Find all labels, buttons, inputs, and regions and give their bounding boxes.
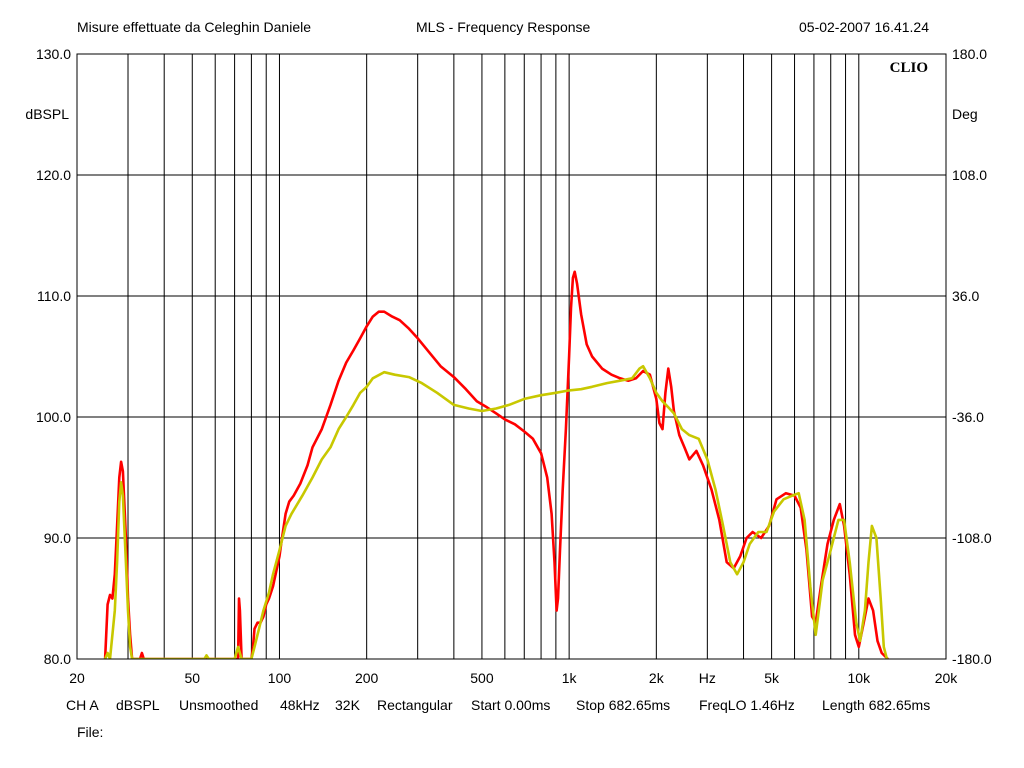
footer-size: 32K <box>335 697 360 713</box>
chart-title: MLS - Frequency Response <box>416 19 591 35</box>
footer-samplerate: 48kHz <box>280 697 320 713</box>
series-line-2 <box>103 364 889 659</box>
x-tick-label: 200 <box>355 670 379 686</box>
footer-freqlo: FreqLO 1.46Hz <box>699 697 795 713</box>
chart-grid <box>77 54 946 659</box>
plot-frame <box>76 53 947 660</box>
x-tick-label: 20 <box>69 670 85 686</box>
x-axis-label: Hz <box>699 670 716 686</box>
chart-series <box>103 270 889 659</box>
clio-logo: CLIO <box>890 60 928 76</box>
x-tick-label: 2k <box>649 670 665 686</box>
x-tick-label: 5k <box>764 670 780 686</box>
footer-channel: CH A <box>66 697 99 713</box>
footer-start: Start 0.00ms <box>471 697 551 713</box>
series-line-1 <box>103 270 889 659</box>
y2-axis-label: Deg <box>952 106 978 122</box>
y-tick-label: 100.0 <box>36 409 71 425</box>
y-tick-label: 90.0 <box>44 530 71 546</box>
x-tick-label: 1k <box>562 670 578 686</box>
x-tick-label: 500 <box>470 670 494 686</box>
y2-tick-label: -180.0 <box>952 651 992 667</box>
footer-file-label: File: <box>77 724 104 740</box>
y2-tick-label: -36.0 <box>952 409 984 425</box>
y2-tick-label: 108.0 <box>952 167 987 183</box>
footer-smoothing: Unsmoothed <box>179 697 259 713</box>
footer-unit: dBSPL <box>116 697 160 713</box>
y-tick-label: 130.0 <box>36 46 71 62</box>
x-tick-label: 10k <box>848 670 872 686</box>
y-tick-label: 80.0 <box>44 651 71 667</box>
x-tick-label: 100 <box>268 670 292 686</box>
y-tick-label: 110.0 <box>37 288 71 304</box>
y2-tick-label: 36.0 <box>952 288 979 304</box>
footer-window: Rectangular <box>377 697 453 713</box>
header-left: Misure effettuate da Celeghin Daniele <box>77 19 312 35</box>
header-timestamp: 05-02-2007 16.41.24 <box>799 19 929 35</box>
y2-tick-label: -108.0 <box>952 530 992 546</box>
x-tick-label: 20k <box>935 670 959 686</box>
x-tick-label: 50 <box>184 670 200 686</box>
y-tick-label: 120.0 <box>36 167 71 183</box>
y-axis-label: dBSPL <box>25 106 69 122</box>
footer-stop: Stop 682.65ms <box>576 697 671 713</box>
y2-tick-label: 180.0 <box>952 46 987 62</box>
chart-labels: 130.0 120.0 110.0 100.0 90.0 80.0 180.0 108.0 36… <box>25 46 992 686</box>
footer-length: Length 682.65ms <box>822 697 931 713</box>
